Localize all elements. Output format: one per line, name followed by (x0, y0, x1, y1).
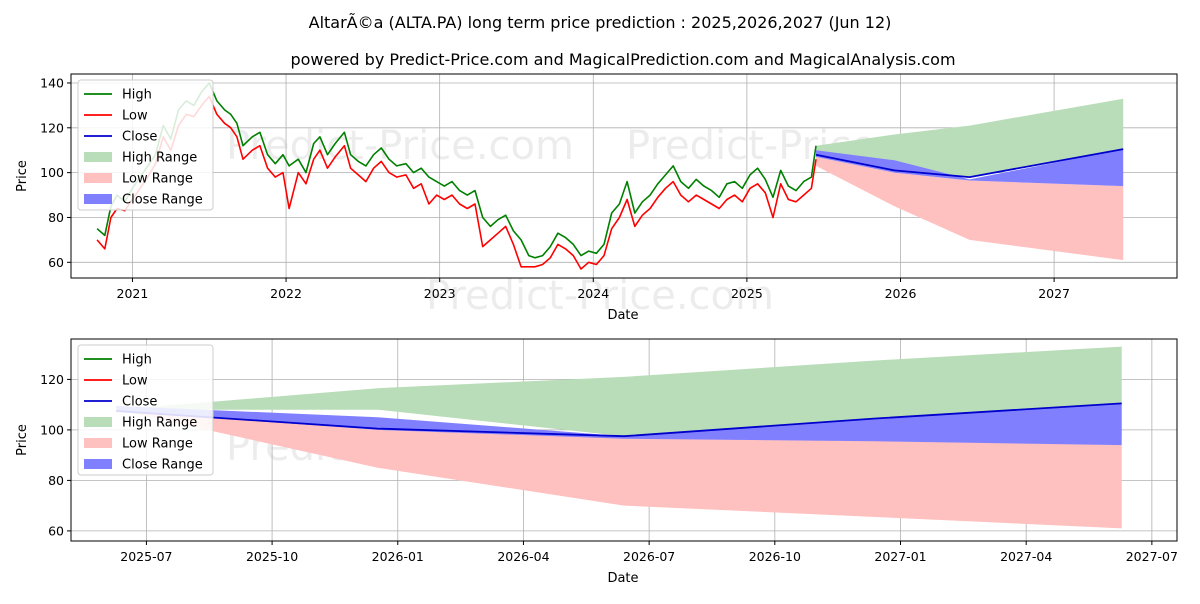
chart-title: AltarÃ©a (ALTA.PA) long term price predi… (309, 13, 892, 32)
legend-entry-label: High (122, 353, 152, 368)
legend-entry-label: Close (122, 395, 157, 410)
legend-entry-label: High Range (122, 416, 197, 431)
x-tick-label: 2021 (117, 286, 149, 301)
chart-subtitle: powered by Predict-Price.com and Magical… (290, 50, 955, 69)
panel1-legend: High Low Close High Range Low Range Close Ran… (77, 79, 214, 211)
high-series-line (96, 82, 817, 259)
legend-swatch-patch (84, 459, 112, 469)
x-tick-label: 2023 (424, 286, 456, 301)
x-tick-label: 2027-07 (1126, 549, 1178, 564)
legend-entry-label: High Range (122, 151, 197, 166)
panel1-frame (70, 73, 1178, 279)
panel2-legend: High Low Close High Range Low Range Close Ran… (77, 344, 214, 476)
high-range-area (116, 346, 1122, 437)
legend-entry-label: High (122, 88, 152, 103)
x-tick-label: 2025-10 (246, 549, 298, 564)
legend-entry-label: Low (122, 374, 148, 389)
legend-entry-label: Close Range (122, 458, 203, 473)
x-tick-label: 2022 (270, 286, 302, 301)
x-tick-label: 2026-07 (623, 549, 675, 564)
low-range-area (816, 156, 1124, 261)
x-tick-label: 2026-10 (749, 549, 801, 564)
y-tick-label: 120 (40, 372, 64, 387)
y-tick-label: 100 (40, 422, 64, 437)
y-tick-label: 80 (48, 473, 64, 488)
y-tick-label: 80 (48, 210, 64, 225)
x-tick-label: 2026-04 (497, 549, 549, 564)
panel2-ylabel: Price (15, 424, 30, 456)
x-tick-label: 2024 (577, 286, 609, 301)
legend-entry-label: Close Range (122, 193, 203, 208)
legend-swatch-patch (84, 417, 112, 427)
panel1-xlabel: Date (607, 308, 638, 323)
panel1-ylabel: Price (15, 160, 30, 192)
high-range-area (816, 98, 1124, 178)
low-range-area (116, 409, 1122, 529)
close-range-area (816, 149, 1124, 187)
watermark-text: Predict-Price.com (426, 273, 774, 319)
long-term-panel: Predict-Price.com Predict-Price.comPredic… (15, 73, 1178, 323)
y-tick-label: 60 (48, 523, 64, 538)
x-tick-label: 2027 (1038, 286, 1070, 301)
legend-swatch-patch (84, 194, 112, 204)
low-series-line (96, 95, 817, 270)
y-tick-label: 60 (48, 255, 64, 270)
legend-entry-label: Close (122, 130, 157, 145)
close-series-line (116, 402, 1122, 438)
legend-entry-label: Low (122, 109, 148, 124)
y-tick-label: 140 (40, 75, 64, 90)
x-tick-label: 2027-01 (874, 549, 926, 564)
x-tick-label: 2025-07 (120, 549, 172, 564)
watermark-text: Predict-Price.com (226, 123, 574, 169)
x-tick-label: 2025 (731, 286, 763, 301)
panel2-frame (70, 338, 1178, 542)
legend-swatch-patch (84, 173, 112, 183)
legend-entry-label: Low Range (122, 172, 193, 187)
x-tick-label: 2026-01 (372, 549, 424, 564)
panel2-xlabel: Date (607, 571, 638, 586)
legend-swatch-patch (84, 438, 112, 448)
x-tick-label: 2027-04 (1000, 549, 1052, 564)
close-range-area (116, 403, 1122, 446)
x-tick-label: 2026 (885, 286, 917, 301)
legend-entry-label: Low Range (122, 437, 193, 452)
y-tick-label: 120 (40, 120, 64, 135)
y-tick-label: 100 (40, 165, 64, 180)
close-series-line (815, 148, 1124, 178)
legend-swatch-patch (84, 152, 112, 162)
